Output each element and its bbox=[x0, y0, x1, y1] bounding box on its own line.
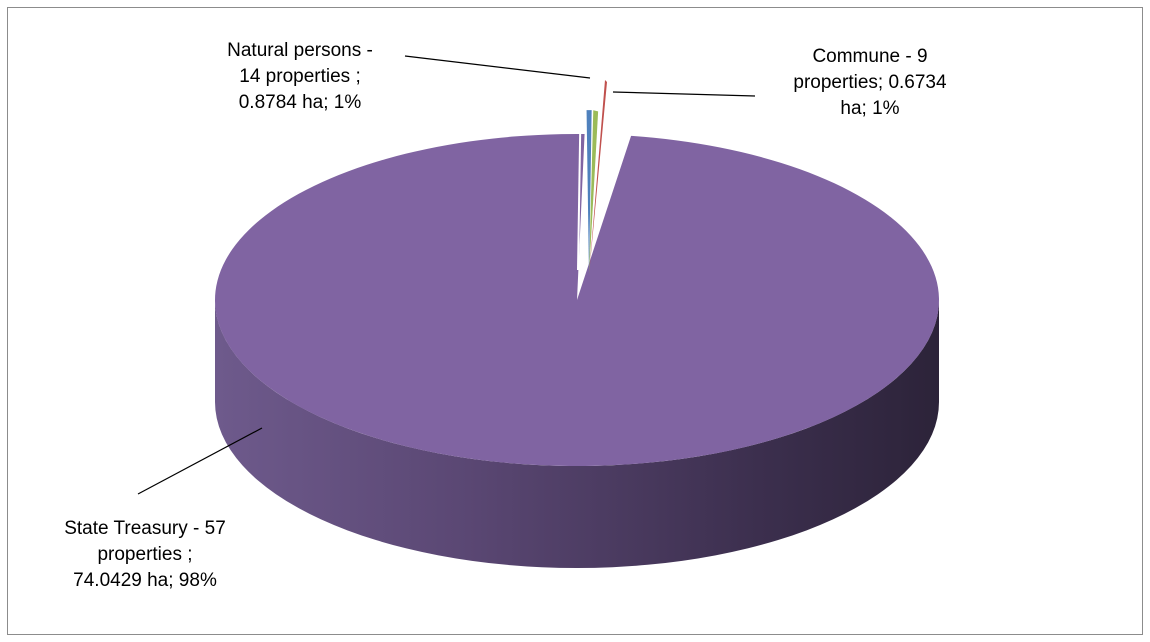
label-line: Commune - 9 bbox=[812, 46, 928, 67]
label-line: State Treasury - 57 bbox=[64, 518, 226, 539]
slice-label-commune: Commune - 9 properties; 0.6734 ha; 1% bbox=[755, 44, 985, 122]
label-line: ha; 1% bbox=[840, 98, 900, 119]
label-line: Natural persons - bbox=[227, 40, 373, 61]
slice-label-natural-persons: Natural persons - 14 properties ; 0.8784… bbox=[190, 38, 410, 116]
leader-line-commune bbox=[612, 91, 756, 97]
slice-side-state-treasury bbox=[215, 300, 939, 568]
slice-gap bbox=[577, 80, 582, 270]
slice-state-treasury bbox=[215, 134, 940, 466]
slice-commune bbox=[589, 110, 599, 275]
label-line: properties ; bbox=[97, 544, 193, 565]
label-line: 74.0429 ha; 98% bbox=[73, 570, 217, 591]
slice-natural-persons bbox=[586, 110, 592, 275]
label-line: properties; 0.6734 bbox=[793, 72, 947, 93]
slice-label-state-treasury: State Treasury - 57 properties ; 74.0429… bbox=[25, 516, 265, 594]
leader-line-natural-persons bbox=[404, 55, 591, 79]
leader-line-state-treasury bbox=[137, 427, 263, 495]
label-line: 0.8784 ha; 1% bbox=[238, 92, 362, 113]
slice-thin-sliver bbox=[589, 80, 607, 275]
label-line: 14 properties ; bbox=[239, 66, 361, 87]
